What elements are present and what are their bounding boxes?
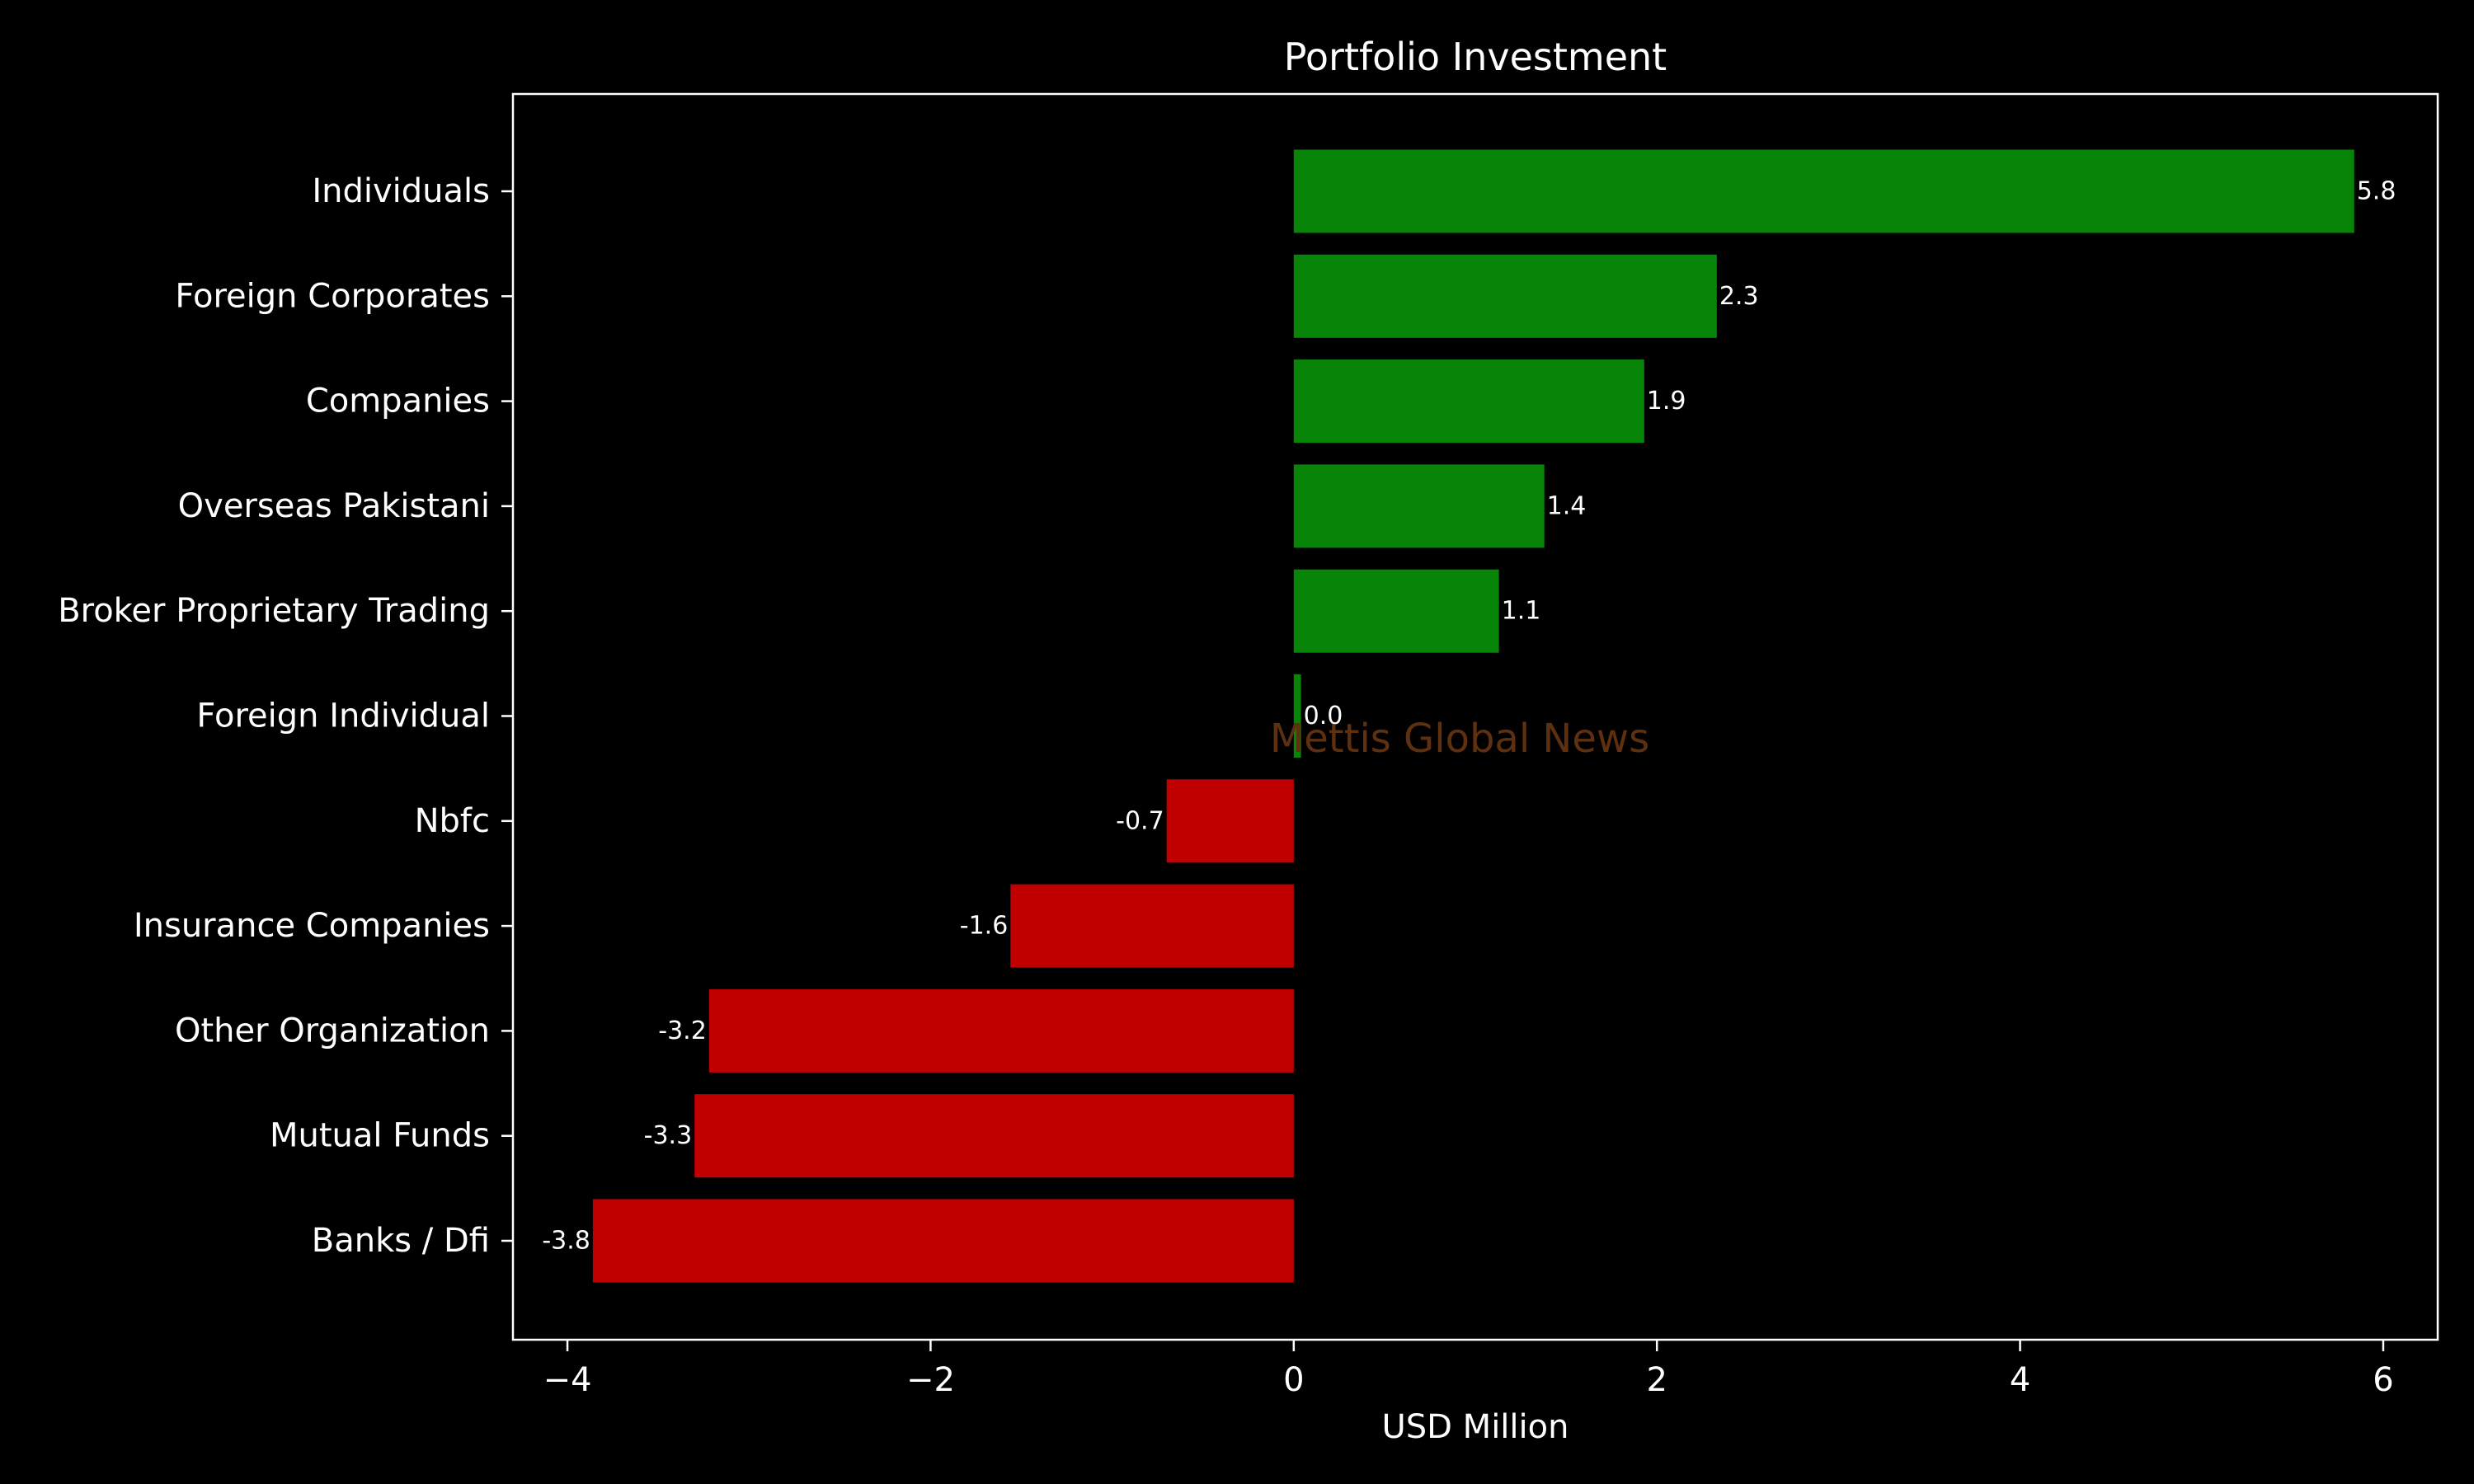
bar-nbfc — [1166, 779, 1294, 863]
x-tick-label: 4 — [2010, 1361, 2030, 1399]
data-label-foreign-individual: 0.0 — [1304, 702, 1343, 730]
x-tick-label: 2 — [1646, 1361, 1667, 1399]
bar-overseas-pakistani — [1293, 464, 1545, 548]
bars-group: 5.8 2.3 1.9 1.4 1.1 0.0 -0.7 -1.6 -3.2 -3.3 -3.8 — [542, 149, 2396, 1283]
data-label-insurance-companies: -1.6 — [960, 912, 1009, 941]
bar-foreign-individual — [1293, 674, 1301, 758]
data-label-banks-dfi: -3.8 — [542, 1227, 590, 1256]
y-tick-label-insurance-companies: Insurance Companies — [134, 907, 490, 945]
bar-other-organization — [708, 989, 1294, 1073]
data-label-overseas-pakistani: 1.4 — [1547, 491, 1587, 520]
data-label-individuals: 5.8 — [2357, 177, 2396, 206]
x-tick-label: 6 — [2373, 1361, 2393, 1399]
bar-foreign-corporates — [1293, 254, 1717, 338]
plot-frame — [511, 92, 2439, 1341]
y-tick-label-foreign-individual: Foreign Individual — [196, 697, 490, 735]
y-tick-label-other-organization: Other Organization — [175, 1012, 490, 1050]
bar-companies — [1293, 359, 1644, 444]
data-label-broker-proprietary-trading: 1.1 — [1502, 597, 1541, 626]
data-label-companies: 1.9 — [1647, 387, 1686, 416]
y-tick-label-broker-proprietary-trading: Broker Proprietary Trading — [58, 592, 490, 630]
bar-broker-proprietary-trading — [1293, 569, 1499, 653]
y-tick-label-banks-dfi: Banks / Dfi — [312, 1222, 490, 1260]
bar-individuals — [1293, 149, 2354, 233]
y-tick-label-mutual-funds: Mutual Funds — [270, 1117, 490, 1155]
x-axis: −4 −2 0 2 4 6 — [543, 1340, 2394, 1399]
x-tick-label: −2 — [906, 1361, 955, 1399]
data-label-foreign-corporates: 2.3 — [1719, 282, 1759, 311]
data-label-other-organization: -3.2 — [658, 1017, 707, 1045]
y-tick-label-individuals: Individuals — [312, 172, 490, 210]
x-tick-label: −4 — [543, 1361, 592, 1399]
bar-insurance-companies — [1010, 884, 1294, 968]
x-tick-label: 0 — [1283, 1361, 1304, 1399]
watermark: Mettis Global News — [1270, 716, 1649, 762]
y-tick-label-companies: Companies — [306, 383, 490, 420]
data-label-mutual-funds: -3.3 — [644, 1121, 693, 1150]
x-axis-label: USD Million — [1382, 1408, 1569, 1446]
data-label-nbfc: -0.7 — [1116, 806, 1164, 835]
y-axis: Individuals Foreign Corporates Companies Ov… — [58, 172, 513, 1260]
y-tick-label-foreign-corporates: Foreign Corporates — [175, 277, 490, 315]
bar-mutual-funds — [694, 1094, 1294, 1178]
chart-title: Portfolio Investment — [1284, 35, 1667, 79]
bar-banks-dfi — [592, 1199, 1294, 1283]
y-tick-label-nbfc: Nbfc — [415, 802, 490, 840]
y-tick-label-overseas-pakistani: Overseas Pakistani — [178, 487, 490, 525]
